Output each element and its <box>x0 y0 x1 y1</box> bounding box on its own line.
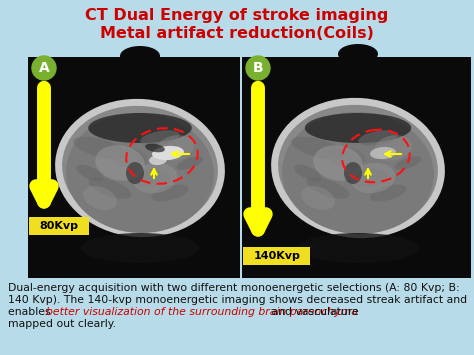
Ellipse shape <box>294 165 322 181</box>
Ellipse shape <box>73 137 127 159</box>
Ellipse shape <box>66 113 214 233</box>
Ellipse shape <box>55 99 225 237</box>
Ellipse shape <box>152 146 184 160</box>
Ellipse shape <box>344 162 362 184</box>
FancyBboxPatch shape <box>29 217 89 235</box>
Bar <box>242 57 471 278</box>
Ellipse shape <box>156 135 194 161</box>
Ellipse shape <box>351 163 395 193</box>
Ellipse shape <box>95 145 145 181</box>
Ellipse shape <box>305 113 411 143</box>
Text: mapped out clearly.: mapped out clearly. <box>8 319 116 329</box>
Ellipse shape <box>112 148 147 168</box>
Ellipse shape <box>297 233 419 263</box>
Ellipse shape <box>313 145 363 181</box>
Ellipse shape <box>126 162 144 184</box>
Ellipse shape <box>140 130 180 146</box>
Text: better visualization of the surrounding brain parenchyma: better visualization of the surrounding … <box>46 307 358 317</box>
Ellipse shape <box>76 165 104 181</box>
Ellipse shape <box>133 163 177 193</box>
Ellipse shape <box>374 135 412 161</box>
Ellipse shape <box>83 186 117 210</box>
Text: Dual-energy acquisition with two different monoenergetic selections (A: 80 Kvp; : Dual-energy acquisition with two differe… <box>8 283 460 293</box>
Ellipse shape <box>278 105 438 231</box>
Ellipse shape <box>395 156 421 170</box>
Text: enables: enables <box>8 307 54 317</box>
Text: 140Kvp: 140Kvp <box>254 251 301 261</box>
Ellipse shape <box>130 169 170 187</box>
Ellipse shape <box>370 147 396 159</box>
Text: and vasculature: and vasculature <box>268 307 359 317</box>
Text: 140 Kvp). The 140-kvp monoenergetic imaging shows decreased streak artifact and: 140 Kvp). The 140-kvp monoenergetic imag… <box>8 295 467 305</box>
Ellipse shape <box>307 177 349 199</box>
Ellipse shape <box>292 137 345 159</box>
Ellipse shape <box>330 148 365 168</box>
Text: B: B <box>253 61 264 75</box>
Ellipse shape <box>370 185 406 201</box>
Text: A: A <box>38 61 49 75</box>
Ellipse shape <box>301 186 335 210</box>
Circle shape <box>246 56 270 80</box>
Ellipse shape <box>177 156 203 170</box>
Ellipse shape <box>358 130 398 146</box>
Ellipse shape <box>89 177 131 199</box>
Ellipse shape <box>338 44 378 64</box>
Ellipse shape <box>62 106 218 230</box>
Ellipse shape <box>88 113 192 143</box>
Ellipse shape <box>271 98 445 238</box>
Ellipse shape <box>145 144 165 152</box>
Ellipse shape <box>149 155 167 165</box>
Ellipse shape <box>348 169 388 187</box>
Ellipse shape <box>282 112 434 234</box>
Ellipse shape <box>152 185 189 201</box>
Text: Metal artifact reduction(Coils): Metal artifact reduction(Coils) <box>100 26 374 41</box>
Bar <box>28 57 240 278</box>
Text: CT Dual Energy of stroke imaging: CT Dual Energy of stroke imaging <box>85 8 389 23</box>
Circle shape <box>32 56 56 80</box>
Ellipse shape <box>120 46 160 66</box>
Ellipse shape <box>81 233 199 263</box>
Text: 80Kvp: 80Kvp <box>39 221 79 231</box>
FancyBboxPatch shape <box>243 247 310 265</box>
